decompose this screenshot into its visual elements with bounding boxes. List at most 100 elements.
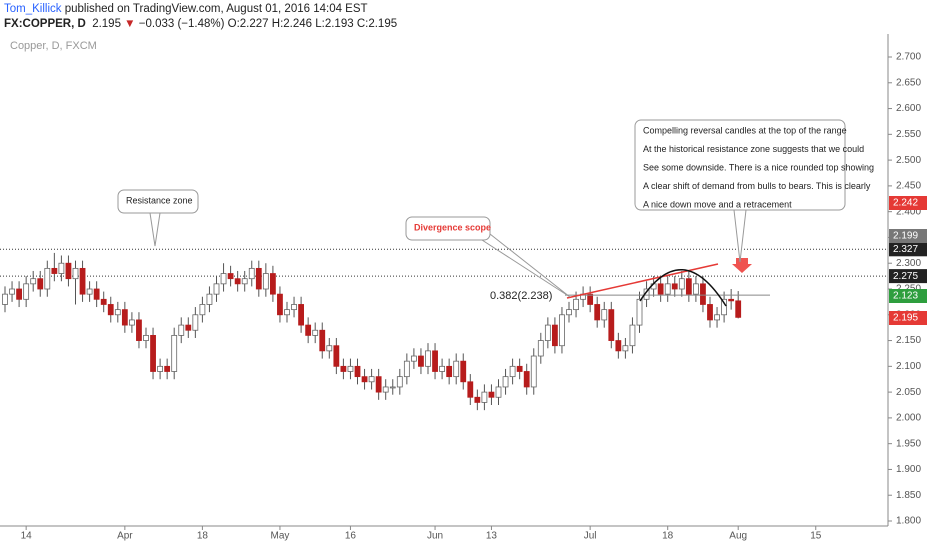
candle-body	[199, 304, 206, 316]
candle-body	[502, 376, 509, 388]
candle-body	[425, 350, 431, 367]
candle-body	[16, 288, 23, 300]
watermark: Copper, D, FXCM	[10, 40, 97, 52]
x-tick-label: 15	[810, 531, 822, 542]
candle-body	[58, 262, 65, 274]
candle-body	[410, 355, 417, 362]
high: H:2.246	[271, 18, 313, 30]
resistance-callout-pointer	[149, 212, 161, 247]
note-callout-box	[634, 119, 846, 211]
candle-body	[333, 345, 340, 367]
candle-body	[361, 376, 368, 383]
price-tag-label: 2.195	[893, 313, 918, 324]
divergence-callout-pointer	[481, 233, 571, 298]
candle-body	[671, 283, 678, 290]
candle-body	[51, 267, 58, 274]
candle-body	[150, 334, 156, 372]
candle-body	[185, 324, 192, 331]
author[interactable]: Tom_Killick	[4, 3, 62, 15]
x-tick-label: 13	[486, 531, 498, 542]
note-callout: Compelling reversal candles at the top o…	[634, 119, 874, 263]
divergence-callout: Divergence scope	[405, 216, 571, 298]
candle-body	[382, 386, 389, 393]
candle-body	[23, 283, 30, 300]
x-tick-label: Jun	[427, 531, 443, 542]
candle-body	[446, 365, 453, 378]
candle-body	[121, 309, 128, 326]
note-callout-text: See some downside. There is a nice round…	[643, 162, 874, 172]
x-tick-label: 14	[21, 531, 33, 542]
candle-body	[262, 273, 269, 290]
divergence-callout-text: Divergence scope	[414, 222, 491, 232]
candle-body	[255, 267, 262, 290]
rounded-top	[639, 269, 727, 307]
candle-body	[474, 396, 481, 403]
candle-body	[86, 288, 93, 295]
y-tick-label: 2.100	[896, 361, 921, 372]
candle-body	[354, 365, 361, 378]
candle-body	[523, 371, 530, 388]
candle-body	[488, 391, 495, 398]
note-callout-text: Compelling reversal candles at the top o…	[643, 125, 847, 135]
resistance-callout-text: Resistance zone	[126, 195, 193, 205]
y-tick-label: 2.500	[896, 155, 921, 166]
x-tick-label: 18	[197, 531, 209, 542]
candle-body	[30, 278, 37, 285]
symbol: FX:COPPER, D	[4, 18, 86, 30]
candle-body	[636, 298, 643, 326]
y-tick-label: 2.550	[896, 129, 921, 140]
published: published on TradingView.com, August 01,…	[61, 3, 368, 15]
y-tick-label: 2.450	[896, 181, 921, 192]
candle-body	[206, 293, 213, 305]
y-tick-label: 1.950	[896, 438, 921, 449]
candle-body	[495, 386, 502, 398]
candle-body	[467, 381, 474, 398]
candle-body	[453, 360, 460, 378]
note-callout-text: At the historical resistance zone sugges…	[643, 144, 864, 154]
candle-body	[164, 365, 171, 372]
candle-body	[707, 304, 713, 321]
resistance-callout-box	[117, 189, 199, 214]
candle-body	[516, 365, 523, 372]
y-tick-label: 1.800	[896, 516, 921, 527]
price-tag	[889, 229, 927, 243]
candle-body	[326, 345, 333, 352]
arrow: ▼	[124, 18, 136, 30]
candle-body	[721, 298, 727, 316]
candle-body	[389, 386, 396, 389]
candle-body	[559, 314, 565, 347]
candle-body	[700, 283, 706, 305]
candle-body	[735, 300, 742, 318]
quote-line: FX:COPPER, D 2.195 ▼ −0.033 (−1.48%) O:2…	[4, 17, 397, 32]
candle-body	[375, 376, 382, 393]
y-tick-label: 2.300	[896, 258, 921, 269]
candle-body	[340, 365, 347, 372]
trend-line	[566, 263, 719, 299]
price-tag-label: 2.327	[893, 244, 918, 255]
divergence-callout-box	[405, 216, 491, 241]
candle-body	[418, 355, 424, 367]
candle-body	[460, 360, 467, 383]
candle-body	[248, 267, 255, 280]
candle-body	[664, 283, 671, 295]
candle-body	[439, 365, 446, 372]
candle-body	[213, 283, 220, 295]
candle-body	[657, 283, 664, 295]
candle-body	[608, 309, 615, 341]
candle-body	[234, 278, 241, 285]
price-tag	[889, 242, 927, 257]
candle-body	[241, 278, 248, 285]
candle-body	[594, 304, 601, 321]
candle-body	[312, 329, 319, 336]
candle-body	[136, 319, 142, 341]
y-tick-label: 2.600	[896, 103, 921, 114]
candle-body	[269, 273, 276, 295]
price-tag	[889, 196, 927, 210]
candle-body	[37, 278, 44, 290]
candle-body	[601, 309, 608, 321]
publish-line: Tom_Killick published on TradingView.com…	[4, 2, 397, 17]
change: −0.033 (−1.48%)	[138, 18, 225, 30]
candle-body	[678, 278, 685, 290]
